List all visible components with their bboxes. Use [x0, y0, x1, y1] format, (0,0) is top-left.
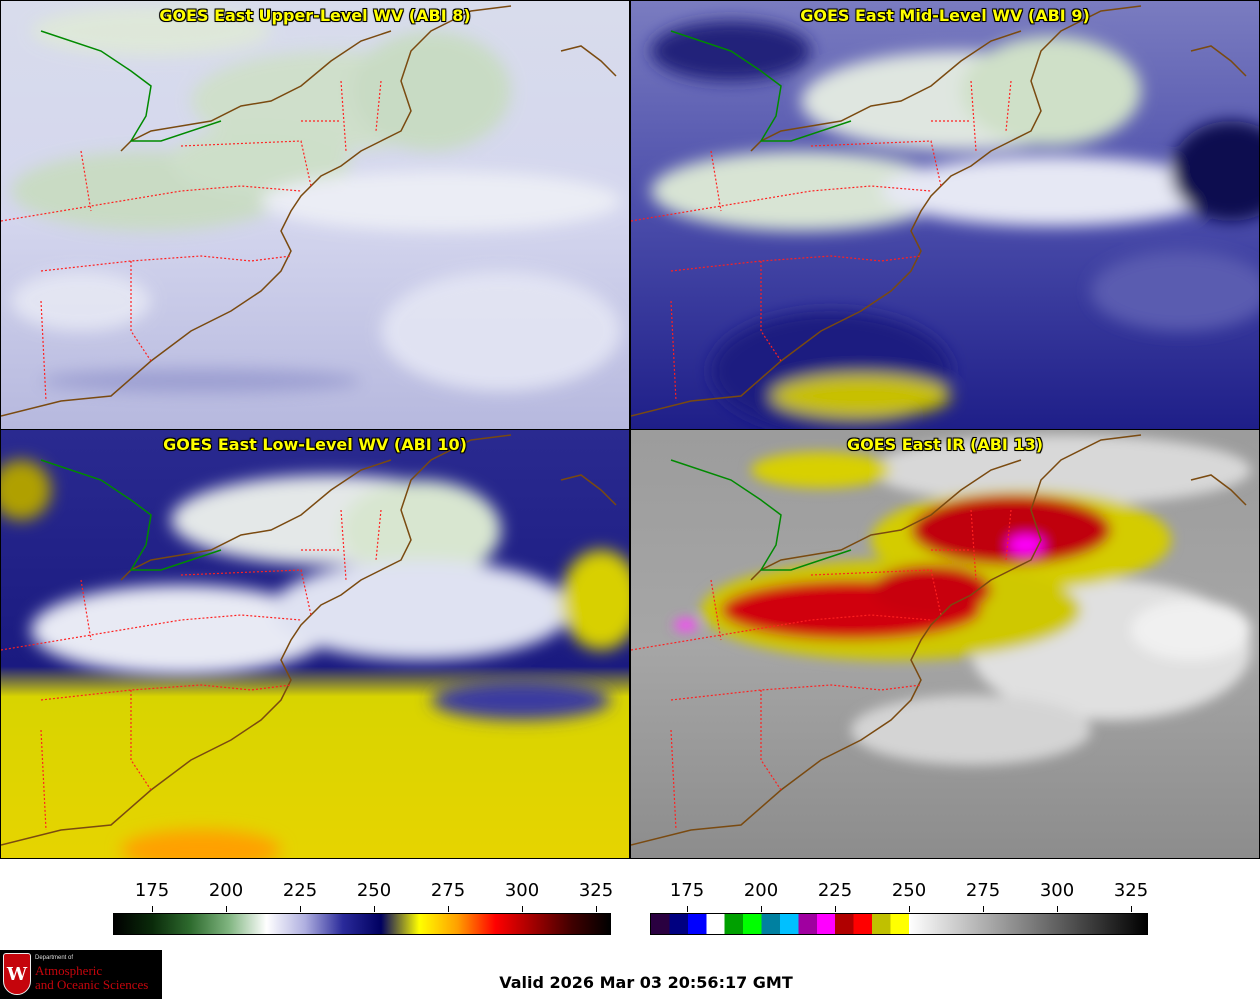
panel-title: GOES East Low-Level WV (ABI 10)	[163, 435, 467, 454]
colorbar-wv-ticks: 175 200 225 250 275 300 325	[113, 880, 614, 912]
tick-mark	[152, 906, 153, 912]
logo-line2: and Oceanic Sciences	[35, 977, 149, 992]
uw-aos-logo[interactable]: W Department of Atmospheric and Oceanic …	[0, 950, 162, 999]
valid-time-label: Valid 2026 Mar 03 20:56:17 GMT	[499, 973, 793, 992]
colorbar-ir-ticks: 175 200 225 250 275 300 325	[650, 880, 1149, 912]
colorbar-ir-tick: 200	[743, 880, 779, 901]
colorbar-ir-tick: 250	[891, 880, 927, 901]
colorbar-wv-tick: 200	[208, 880, 244, 901]
colorbar-ir-tick: 225	[817, 880, 853, 901]
colorbar-ir-tick: 275	[965, 880, 1001, 901]
logo-letter: W	[6, 964, 28, 985]
satellite-image-low-wv	[1, 430, 629, 858]
panel-upper-level-wv: GOES East Upper-Level WV (ABI 8)	[0, 0, 630, 430]
satellite-image-ir	[631, 430, 1259, 858]
tick-mark	[596, 906, 597, 912]
colorbar-wv-tick: 325	[578, 880, 614, 901]
colorbar-wv	[113, 913, 611, 935]
colorbar-wv-tick: 225	[282, 880, 318, 901]
tick-mark	[761, 906, 762, 912]
panel-title: GOES East Mid-Level WV (ABI 9)	[800, 6, 1090, 25]
colorbar-wv-tick: 275	[430, 880, 466, 901]
logo-line1: Atmospheric	[35, 963, 103, 978]
tick-mark	[226, 906, 227, 912]
panel-ir: GOES East IR (ABI 13)	[630, 429, 1260, 859]
tick-mark	[374, 906, 375, 912]
panel-mid-level-wv: GOES East Mid-Level WV (ABI 9)	[630, 0, 1260, 430]
tick-mark	[448, 906, 449, 912]
panel-title: GOES East IR (ABI 13)	[846, 435, 1044, 454]
panel-title: GOES East Upper-Level WV (ABI 8)	[159, 6, 471, 25]
panel-low-level-wv: GOES East Low-Level WV (ABI 10)	[0, 429, 630, 859]
satellite-image-upper-wv	[1, 1, 629, 429]
colorbar-wv-tick: 250	[356, 880, 392, 901]
tick-mark	[522, 906, 523, 912]
colorbar-ir-tick: 300	[1039, 880, 1075, 901]
tick-mark	[1131, 906, 1132, 912]
colorbar-ir-tick: 325	[1113, 880, 1149, 901]
colorbar-wv-tick: 175	[134, 880, 170, 901]
tick-mark	[909, 906, 910, 912]
tick-mark	[835, 906, 836, 912]
uw-shield-icon: W	[3, 953, 31, 995]
colorbar-wv-tick: 300	[504, 880, 540, 901]
tick-mark	[983, 906, 984, 912]
colorbar-ir-tick: 175	[669, 880, 705, 901]
tick-mark	[1057, 906, 1058, 912]
colorbar-ir	[650, 913, 1148, 935]
tick-mark	[687, 906, 688, 912]
satellite-image-mid-wv	[631, 1, 1259, 429]
tick-mark	[300, 906, 301, 912]
logo-dept-text: Department of	[35, 955, 74, 961]
